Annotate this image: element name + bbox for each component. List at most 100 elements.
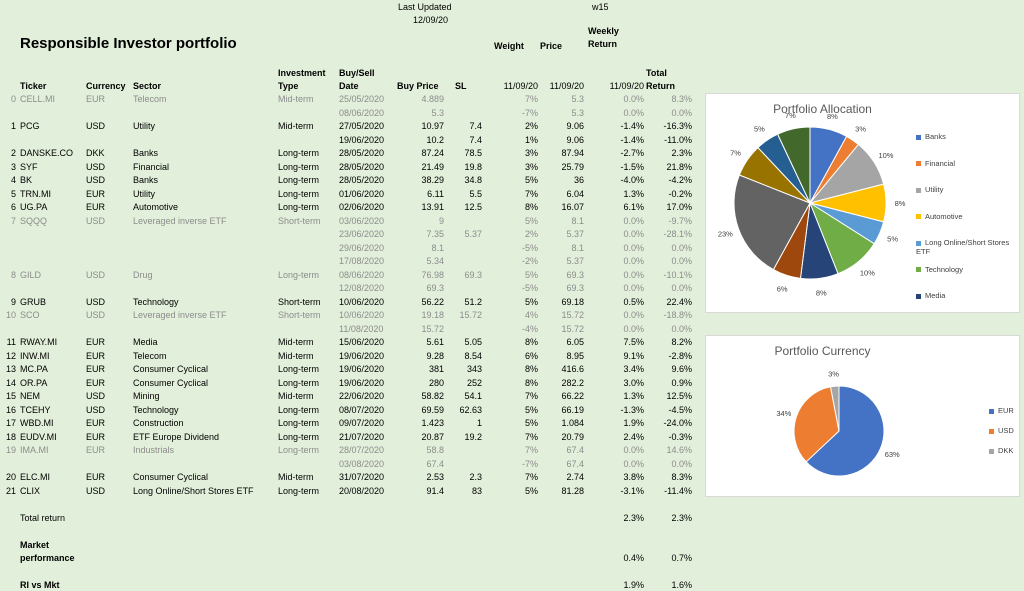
cell-tr: -4.5% (668, 404, 692, 415)
cell-buy: 5.61 (426, 337, 444, 347)
cell-buy: 8.1 (431, 242, 444, 253)
cell-sector: Utility (133, 121, 155, 131)
table-row: 11/08/2020 15.72 -4% 15.72 0.0% 0.0% (0, 323, 700, 336)
cell-type: Mid-term (278, 472, 314, 482)
cell-idx: 7 (10, 215, 16, 226)
cell-type: Long-term (278, 269, 320, 280)
table-row: 19/06/2020 10.2 7.4 1% 9.06 -1.4% -11.0% (0, 134, 700, 147)
cell-tr: 8.3% (671, 472, 692, 482)
legend-swatch (989, 448, 994, 454)
cell-date: 03/06/2020 (339, 215, 385, 226)
cell-wr: -2.7% (620, 148, 644, 158)
cell-type: Mid-term (278, 391, 314, 401)
cell-ticker: ELC.MI (20, 472, 51, 482)
cell-date: 08/06/2020 (339, 269, 385, 280)
cell-type: Long-term (278, 364, 320, 374)
cell-wr: -1.3% (620, 404, 644, 415)
cell-w: 8% (524, 337, 538, 347)
cell-ticker: SCO (20, 310, 40, 320)
cell-sector: Construction (133, 418, 184, 428)
cell-wr: 3.0% (623, 377, 644, 388)
pie-data-label: 8% (895, 199, 906, 208)
pie-slice (829, 385, 840, 432)
cell-tr: 0.0% (671, 323, 692, 334)
cell-tr: 0.0% (671, 458, 692, 469)
cell-wr: 0.0% (623, 283, 644, 293)
cell-wr: 1.3% (623, 188, 644, 199)
last-updated-date: 12/09/20 (413, 15, 449, 25)
cell-buy: 280 (428, 377, 444, 388)
col-weight-date: 11/09/20 (503, 81, 538, 91)
pie-data-label: 7% (785, 111, 796, 120)
legend-label: EUR (998, 406, 1014, 415)
cell-price: 16.07 (561, 202, 584, 212)
cell-price: 9.06 (566, 121, 584, 131)
cell-idx: 16 (5, 404, 16, 415)
cell-tr: 0.0% (671, 256, 692, 266)
legend-swatch (916, 240, 921, 246)
cell-date: 17/08/2020 (339, 256, 385, 266)
cell-tr: 14.6% (666, 445, 692, 455)
legend-label: Media (925, 291, 946, 300)
cell-tr: -24.0% (663, 418, 692, 428)
cell-w: 5% (524, 215, 538, 226)
cell-tr: -16.3% (663, 121, 692, 131)
cell-cur: USD (86, 404, 106, 415)
allocation-chart-title: Portfolio Allocation (773, 102, 872, 116)
col-sector: Sector (133, 81, 162, 91)
cell-buy: 58.8 (426, 445, 444, 455)
cell-wr: 9.1% (623, 350, 644, 361)
cell-tr: 2.3% (671, 148, 692, 158)
cell-date: 21/07/2020 (339, 431, 385, 442)
legend-item: Utility (916, 185, 943, 194)
col-total-return-1: Total (646, 68, 667, 78)
pie-data-label: 10% (878, 151, 893, 160)
cell-buy: 87.24 (421, 148, 444, 158)
cell-w: 6% (524, 350, 538, 361)
week-label: w15 (592, 2, 609, 12)
cell-date: 11/08/2020 (339, 323, 384, 334)
cell-idx: 13 (5, 364, 16, 374)
cell-wr: 0.0% (623, 242, 644, 253)
cell-price: 5.3 (571, 107, 584, 118)
cell-tr: 12.5% (666, 391, 692, 401)
cell-buy: 21.49 (421, 161, 444, 172)
cell-idx: 6 (10, 202, 16, 212)
cell-type: Long-term (278, 202, 320, 212)
cell-sl: 5.37 (464, 229, 482, 239)
last-updated-label: Last Updated (398, 2, 452, 12)
cell-sl: 12.5 (464, 202, 482, 212)
pie-slice (793, 386, 840, 463)
cell-sector: Technology (133, 296, 179, 307)
cell-w: 5% (524, 485, 538, 496)
cell-sector: Technology (133, 404, 179, 415)
cell-date: 10/06/2020 (339, 310, 385, 320)
cell-buy: 69.59 (421, 404, 444, 415)
cell-w: -7% (521, 458, 538, 469)
cell-tr: 0.0% (671, 107, 692, 118)
cell-type: Long-term (278, 418, 320, 428)
col-sl: SL (455, 81, 467, 91)
cell-buy: 2.53 (426, 472, 444, 482)
pie-data-label: 10% (860, 268, 875, 277)
cell-sl: 19.8 (464, 161, 482, 172)
cell-tr: 17.0% (666, 202, 692, 212)
pie-data-label: 34% (776, 409, 791, 418)
cell-idx: 12 (5, 350, 16, 361)
cell-cur: EUR (86, 188, 106, 199)
currency-chart-title: Portfolio Currency (774, 344, 871, 358)
cell-wr: 0.0% (623, 445, 644, 455)
cell-sector: Industrials (133, 445, 175, 455)
cell-price: 282.2 (561, 377, 584, 388)
cell-sl: 19.2 (464, 431, 482, 442)
cell-type: Long-term (278, 175, 320, 185)
legend-item: Long Online/Short Stores ETF (916, 238, 1012, 256)
cell-buy: 9.28 (426, 350, 444, 361)
cell-sl: 15.72 (459, 310, 482, 320)
cell-wr: 3.4% (623, 364, 644, 374)
legend-label: Financial (925, 158, 956, 168)
cell-wr: 0.0% (623, 269, 644, 280)
cell-idx: 19 (5, 445, 16, 455)
cell-cur: USD (86, 310, 106, 320)
legend-label: Banks (925, 132, 946, 141)
